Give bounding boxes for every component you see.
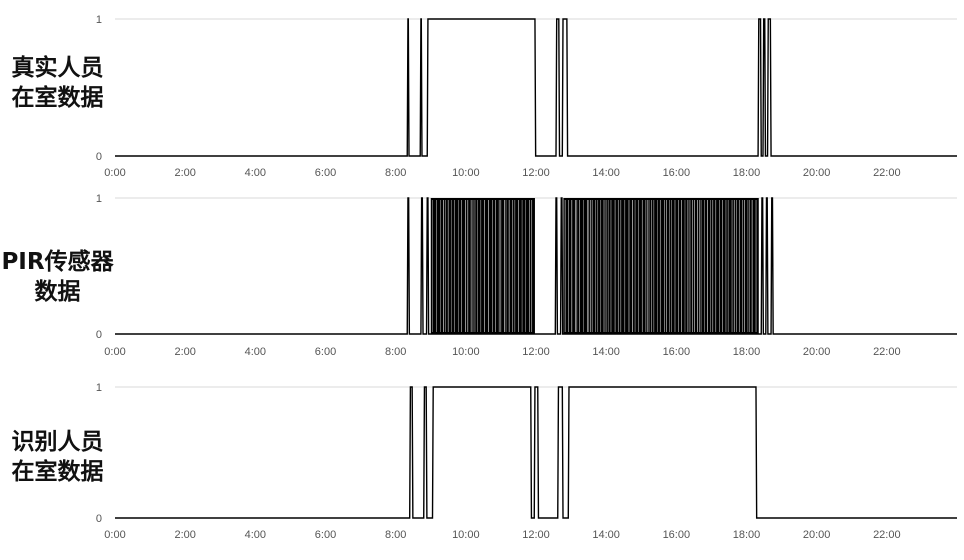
x-tick-label: 14:00 xyxy=(592,529,620,541)
x-tick-label: 10:00 xyxy=(452,346,480,358)
row-label-line-2: 数据 xyxy=(34,279,81,305)
row-label: 识别人员 在室数据 xyxy=(0,427,115,487)
row-label-line-1: 真实人员 xyxy=(11,55,104,81)
x-tick-label: 20:00 xyxy=(803,167,831,179)
chart-real-occupancy: 010:00 2:00 4:00 6:00 8:00 10:00 12:00 14:00 16:… xyxy=(96,14,957,179)
x-tick-label: 4:00 xyxy=(245,167,266,179)
occupancy-series-line xyxy=(115,18,957,157)
x-tick-label: 12:00 xyxy=(522,346,550,358)
x-tick-label: 2:00 xyxy=(174,167,195,179)
x-tick-label: 0:00 xyxy=(104,167,125,179)
row-label-line-1: 识别人员 xyxy=(11,429,104,455)
dense-signal-block xyxy=(430,198,535,334)
x-tick-label: 16:00 xyxy=(663,529,691,541)
row-label-line-2: 在室数据 xyxy=(11,459,104,485)
x-tick-label: 18:00 xyxy=(733,529,761,541)
y-tick-label: 1 xyxy=(96,14,102,26)
occupancy-series-line xyxy=(115,197,957,335)
x-tick-label: 22:00 xyxy=(873,346,901,358)
row-label-line-1: PIR传感器 xyxy=(1,249,114,275)
panel-detected-occupancy: 识别人员 在室数据 0 1 0:00 2:00 4:00 6:00 8:00 10:00 12:… xyxy=(0,365,964,560)
row-label: PIR传感器 数据 xyxy=(0,247,115,307)
x-tick-label: 10:00 xyxy=(452,529,480,541)
x-tick-label: 4:00 xyxy=(245,529,266,541)
y-tick-label: 0 xyxy=(96,329,102,341)
x-tick-label: 4:00 xyxy=(245,346,266,358)
x-tick-label: 2:00 xyxy=(174,346,195,358)
chart-detected-occupancy: 010:00 2:00 4:00 6:00 8:00 10:00 12:00 14:00 16:… xyxy=(96,382,957,541)
y-tick-label: 0 xyxy=(96,151,102,163)
x-tick-label: 6:00 xyxy=(315,346,336,358)
x-tick-label: 6:00 xyxy=(315,529,336,541)
x-tick-label: 12:00 xyxy=(522,167,550,179)
y-tick-label: 1 xyxy=(96,382,102,394)
x-tick-label: 18:00 xyxy=(733,346,761,358)
x-tick-label: 8:00 xyxy=(385,346,406,358)
x-tick-label: 22:00 xyxy=(873,167,901,179)
x-tick-label: 14:00 xyxy=(592,167,620,179)
panel-real-occupancy: 真实人员 在室数据 0 1 0:00 2:00 4:00 6:00 8:00 10:00 12:… xyxy=(0,0,964,185)
panel-pir-sensor: PIR传感器 数据 0 1 0:00 2:00 4:00 6:00 8:00 10:00 12:… xyxy=(0,185,964,365)
x-tick-label: 10:00 xyxy=(452,167,480,179)
row-label: 真实人员 在室数据 xyxy=(0,53,115,113)
x-tick-label: 14:00 xyxy=(592,346,620,358)
x-tick-label: 0:00 xyxy=(104,346,125,358)
x-tick-label: 8:00 xyxy=(385,529,406,541)
y-tick-label: 1 xyxy=(96,193,102,205)
occupancy-series-line xyxy=(115,386,957,519)
x-tick-label: 8:00 xyxy=(385,167,406,179)
x-tick-label: 6:00 xyxy=(315,167,336,179)
x-tick-label: 22:00 xyxy=(873,529,901,541)
x-tick-label: 0:00 xyxy=(104,529,125,541)
x-tick-label: 12:00 xyxy=(522,529,550,541)
x-tick-label: 16:00 xyxy=(663,167,691,179)
x-tick-label: 20:00 xyxy=(803,529,831,541)
x-tick-label: 16:00 xyxy=(663,346,691,358)
chart-pir-sensor: 010:00 2:00 4:00 6:00 8:00 10:00 12:00 14:00 16:… xyxy=(96,193,957,358)
x-tick-label: 20:00 xyxy=(803,346,831,358)
row-label-line-2: 在室数据 xyxy=(11,85,104,111)
dense-signal-block xyxy=(563,198,759,334)
y-tick-label: 0 xyxy=(96,513,102,525)
x-tick-label: 2:00 xyxy=(174,529,195,541)
x-tick-label: 18:00 xyxy=(733,167,761,179)
